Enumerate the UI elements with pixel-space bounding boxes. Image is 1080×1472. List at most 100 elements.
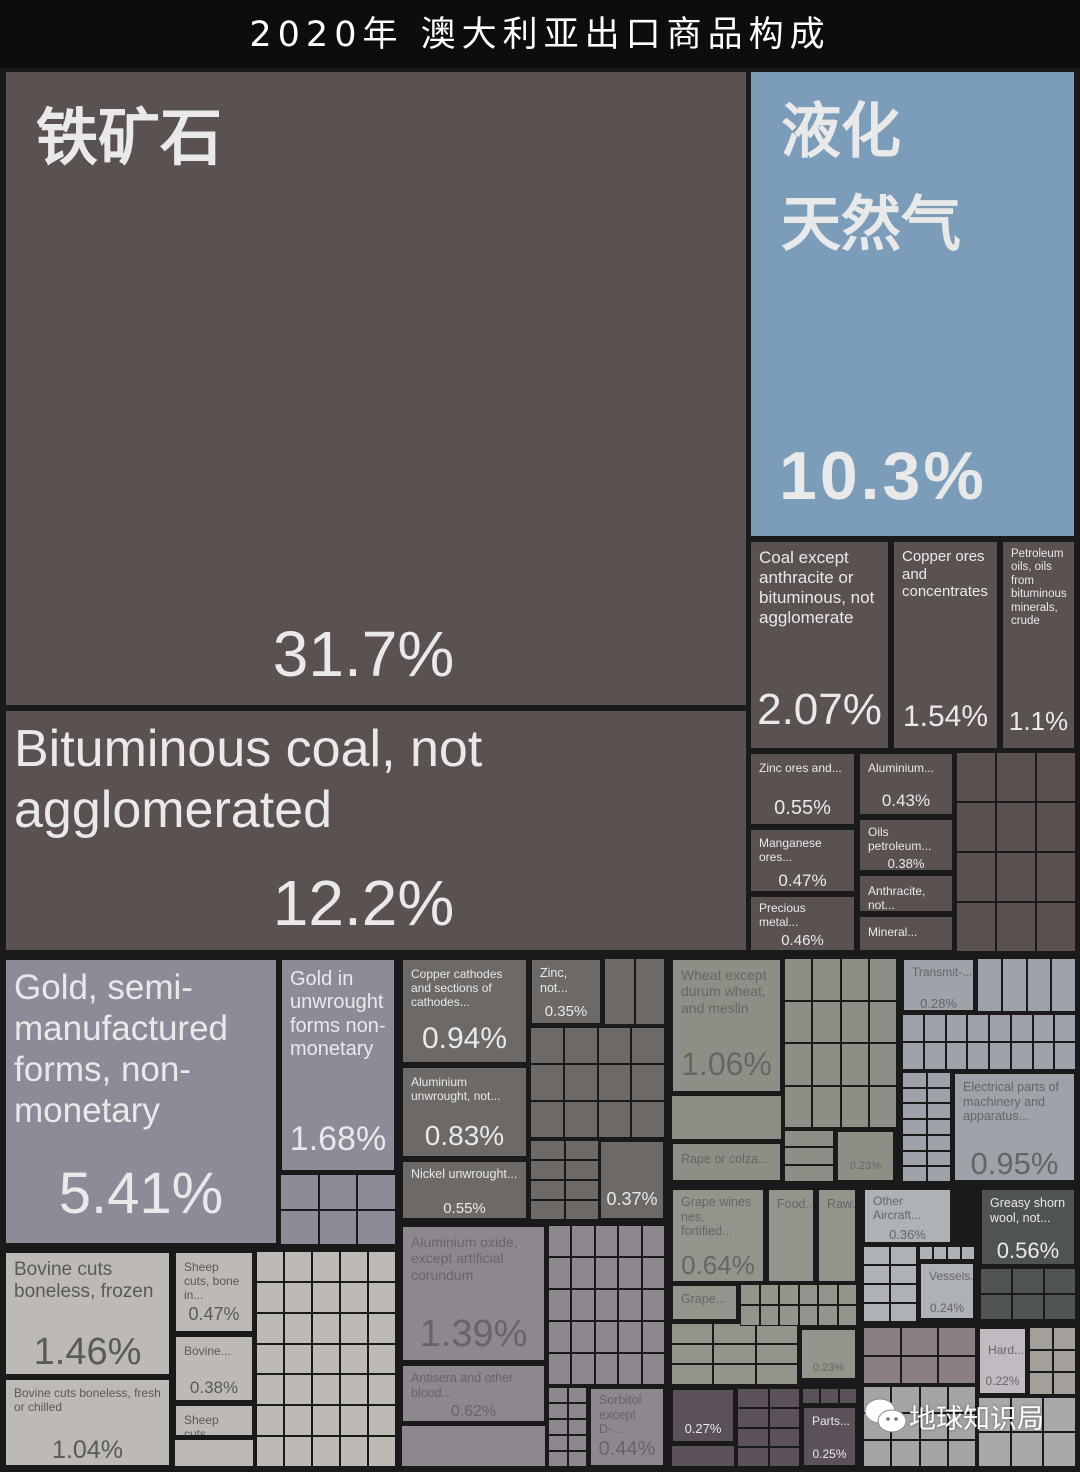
tile-value: 0.38%: [887, 856, 925, 871]
filler-tile: [863, 1246, 890, 1265]
treemap-tile: Greasy shorn wool, not... 0.56%: [980, 1188, 1076, 1266]
filler-tile: [357, 1209, 396, 1245]
filler-tile: [604, 958, 635, 1025]
tile-value: 0.94%: [421, 1022, 508, 1055]
filler-tile: [548, 1419, 568, 1435]
filler-tile: [571, 1321, 595, 1353]
treemap-tile: Other Aircraft... 0.36%: [863, 1188, 952, 1244]
treemap-tile: Grape...: [671, 1284, 738, 1321]
tile-label: Anthracite, not...: [868, 884, 926, 913]
chart-title: 2020年 澳大利亚出口商品构成: [0, 0, 1080, 68]
treemap-tile: Gold in unwrought forms non-monetary 1.68…: [280, 958, 396, 1172]
filler-tile: [548, 1451, 568, 1467]
filler-tile: [1026, 958, 1052, 1012]
filler-tile: [571, 1353, 595, 1385]
tile-value: 0.35%: [544, 1003, 588, 1020]
filler-tile: [837, 1284, 857, 1305]
filler-tile: [956, 802, 996, 852]
filler-tile: [563, 1027, 598, 1064]
tile-label: Copper ores and concentrates: [902, 548, 988, 601]
filler-tile: [818, 1305, 838, 1326]
filler-tile: [989, 1014, 1011, 1042]
filler-tile: [312, 1312, 340, 1344]
tile-value: 0.23%: [849, 1160, 882, 1172]
filler-tile: [947, 1246, 961, 1260]
filler-tile: [284, 1312, 312, 1344]
filler-tile: [945, 1042, 968, 1070]
filler-tile: [280, 1174, 319, 1210]
filler-tile: [784, 1147, 834, 1165]
treemap-tile: Electrical parts of machinery and appara…: [953, 1072, 1076, 1182]
filler-tile: [340, 1251, 368, 1282]
filler-tile: [779, 1305, 799, 1326]
filler-tile: [926, 1150, 951, 1167]
filler-tile: [284, 1374, 312, 1406]
filler-tile: [548, 1225, 572, 1257]
filler-tile: [868, 958, 897, 1001]
filler-tile: [548, 1435, 568, 1451]
tile-value: 0.27%: [684, 1421, 722, 1436]
tile-value: 0.95%: [970, 1146, 1059, 1181]
filler-tile: [784, 1085, 813, 1128]
filler-tile: [641, 1225, 665, 1257]
filler-tile: [641, 1289, 665, 1321]
filler-tile: [318, 1209, 358, 1245]
filler-tile: [597, 1101, 632, 1138]
tile-label: Aluminium...: [868, 761, 935, 775]
filler-tile: [938, 1327, 976, 1356]
filler-tile: [768, 1447, 800, 1467]
filler-tile: [840, 958, 869, 1001]
tile-value: 10.3%: [779, 438, 987, 514]
treemap-tile: Wheat except durum wheat, and meslin 1.06…: [671, 958, 782, 1093]
filler-tile: [564, 1200, 599, 1220]
filler-tile: [978, 1432, 1011, 1467]
filler-tile: [256, 1312, 284, 1344]
filler-tile: [530, 1101, 564, 1138]
filler-tile: [256, 1281, 284, 1313]
treemap-tile: Coal except anthracite or bituminous, no…: [749, 540, 890, 750]
tile-label: Wheat except durum wheat, and meslin: [681, 967, 767, 1016]
filler-tile: [902, 1134, 927, 1151]
treemap-tile: 0.37%: [599, 1140, 665, 1220]
treemap-tile: Precious metal... 0.46%: [749, 895, 856, 952]
filler-tile: [1010, 1432, 1044, 1467]
filler-tile: [947, 1440, 976, 1467]
filler-tile: [564, 1180, 599, 1200]
filler-tile: [863, 1284, 890, 1303]
treemap-tile: Vessels... 0.24%: [919, 1262, 975, 1320]
treemap-tile: 0.23%: [800, 1328, 857, 1380]
treemap-tile: Gold, semi-manufactured forms, non-monet…: [4, 958, 278, 1245]
filler-tile: [1043, 1432, 1076, 1467]
filler-tile: [840, 1000, 869, 1043]
filler-tile: [868, 1085, 897, 1128]
filler-tile: [548, 1403, 568, 1419]
filler-tile: [890, 1284, 917, 1303]
filler-tile: [740, 1284, 760, 1305]
treemap-tile: 0.23%: [836, 1130, 895, 1182]
filler-tile: [594, 1353, 619, 1385]
filler-tile: [256, 1343, 284, 1375]
filler-tile: [919, 1386, 948, 1413]
tile-value: 1.68%: [289, 1120, 387, 1158]
treemap-tile: Oils petroleum... 0.38%: [858, 818, 954, 872]
filler-tile: [340, 1281, 368, 1313]
treemap-tile: Sheep cuts...: [174, 1404, 254, 1437]
tile-value: 1.06%: [681, 1046, 772, 1082]
treemap-tile: Sorbitol except D-... 0.44%: [589, 1387, 665, 1467]
tile-label: Zinc, not...: [540, 966, 568, 995]
filler-tile: [919, 1413, 948, 1440]
filler-tile: [902, 1042, 924, 1070]
treemap-tile: Hard... 0.22%: [978, 1327, 1027, 1395]
filler-tile: [945, 1014, 968, 1042]
filler-tile: [989, 1042, 1011, 1070]
filler-tile: [868, 1043, 897, 1086]
filler-tile: [784, 1000, 813, 1043]
filler-tile: [755, 1364, 798, 1385]
tile-label: Precious metal...: [759, 901, 806, 930]
filler-tile: [641, 1257, 665, 1289]
tile-label: Gold, semi-manufactured forms, non-monet…: [14, 968, 229, 1130]
tile-value: 0.43%: [881, 791, 931, 810]
filler-tile: [902, 1087, 927, 1104]
tile-label: Aluminium oxide, except artificial corun…: [411, 1234, 518, 1283]
filler-tile: [1029, 1349, 1053, 1373]
